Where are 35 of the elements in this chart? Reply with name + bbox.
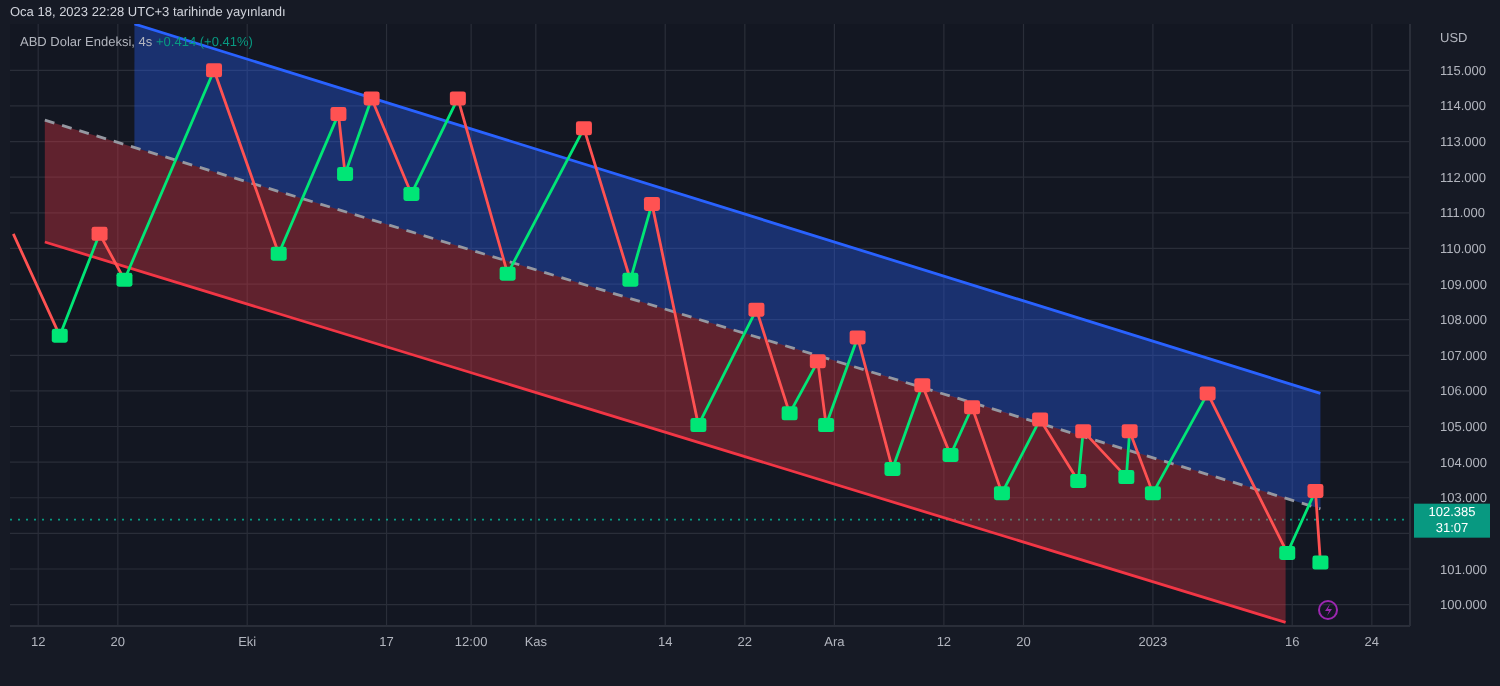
point (1118, 470, 1135, 485)
point (206, 63, 223, 78)
point (337, 166, 354, 181)
point (403, 186, 420, 201)
point (1032, 412, 1049, 427)
point (622, 272, 639, 287)
point (884, 461, 901, 476)
point (91, 226, 108, 241)
point (964, 400, 981, 415)
point (818, 418, 835, 433)
point (449, 91, 466, 106)
point (748, 302, 765, 317)
point (1070, 474, 1087, 489)
point (1279, 545, 1296, 560)
point (1075, 424, 1092, 439)
point (1144, 486, 1161, 501)
point (914, 378, 931, 393)
point (51, 328, 68, 343)
point (942, 448, 959, 463)
point (1199, 386, 1216, 401)
point (1312, 555, 1329, 570)
point (643, 196, 660, 211)
point (270, 246, 287, 261)
point (1307, 484, 1324, 498)
point (781, 406, 798, 421)
point (1121, 424, 1138, 439)
point (690, 418, 707, 433)
point (116, 272, 133, 287)
point (363, 91, 380, 106)
point (330, 107, 347, 122)
point (849, 330, 866, 345)
point (575, 121, 592, 136)
point (809, 354, 826, 369)
point (499, 266, 516, 281)
point (993, 486, 1010, 501)
